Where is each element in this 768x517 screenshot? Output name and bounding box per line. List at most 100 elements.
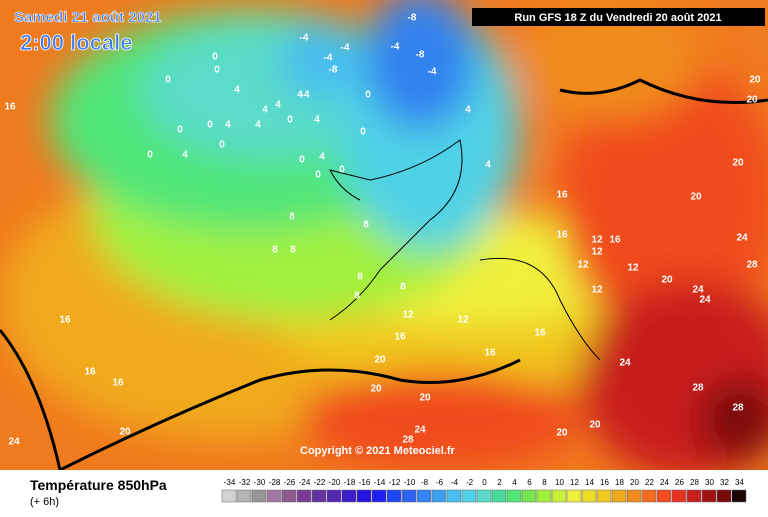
color-swatch xyxy=(491,489,507,503)
contour-label: 12 xyxy=(577,260,589,271)
contour-label: 8 xyxy=(290,245,296,256)
contour-label: 8 xyxy=(400,282,406,293)
contour-label: 28 xyxy=(746,260,758,271)
copyright: Copyright © 2021 Meteociel.fr xyxy=(300,445,456,457)
contour-label: 24 xyxy=(736,233,748,244)
contour-label: 12 xyxy=(591,285,603,296)
contour-label: 0 xyxy=(299,155,305,166)
scale-label: 34 xyxy=(735,478,744,487)
color-swatch xyxy=(566,489,582,503)
contour-label: 16 xyxy=(112,378,124,389)
scale-label: -34 xyxy=(224,478,236,487)
scale-label: 14 xyxy=(585,478,594,487)
date: Samedi 21 août 2021 xyxy=(14,9,162,26)
scale-label: -18 xyxy=(344,478,356,487)
color-swatch xyxy=(701,489,717,503)
contour-label: 24 xyxy=(8,437,20,448)
contour-label: -8 xyxy=(329,65,338,76)
contour-label: 16 xyxy=(59,315,71,326)
scale-label: 0 xyxy=(482,478,487,487)
color-swatch xyxy=(686,489,702,503)
contour-label: 4 xyxy=(319,152,325,163)
scale-label: 12 xyxy=(570,478,579,487)
scale-label: -8 xyxy=(421,478,429,487)
color-swatch xyxy=(446,489,462,503)
color-swatch xyxy=(731,489,747,503)
contour-label: 4 xyxy=(262,105,268,116)
color-swatch xyxy=(476,489,492,503)
time: 2:00 locale xyxy=(20,30,133,55)
contour-label: 4 xyxy=(465,105,471,116)
contour-label: -4 xyxy=(324,53,333,64)
contour-label: 16 xyxy=(556,190,568,201)
run-box xyxy=(472,8,765,26)
contour-label: 0 xyxy=(147,150,153,161)
scale-label: -20 xyxy=(329,478,341,487)
color-swatch xyxy=(341,489,357,503)
color-swatch xyxy=(611,489,627,503)
contour-label: 20 xyxy=(746,95,758,106)
contour-label: 0 xyxy=(214,65,220,76)
color-swatch xyxy=(581,489,597,503)
contour-label: 0 xyxy=(212,52,218,63)
color-swatch xyxy=(626,489,642,503)
contour-label: 12 xyxy=(591,235,603,246)
color-swatch xyxy=(221,489,237,503)
contour-label: 12 xyxy=(627,263,639,274)
color-swatch xyxy=(401,489,417,503)
contour-label: 8 xyxy=(354,291,360,302)
contour-label: 20 xyxy=(661,275,673,286)
scale-label: 2 xyxy=(497,478,502,487)
color-swatch xyxy=(356,489,372,503)
contour-label: -8 xyxy=(416,50,425,61)
contour-label: 8 xyxy=(289,212,295,223)
contour-label: 20 xyxy=(732,158,744,169)
contour-label: 20 xyxy=(749,75,761,86)
color-swatch xyxy=(296,489,312,503)
run-info: Run GFS 18 Z du Vendredi 20 août 2021 xyxy=(514,12,721,24)
color-swatch xyxy=(461,489,477,503)
contour-label: 24 xyxy=(699,295,711,306)
contour-label: 4 xyxy=(225,120,231,131)
contour-label: 0 xyxy=(219,140,225,151)
scale-label: 28 xyxy=(690,478,699,487)
contour-label: 16 xyxy=(556,230,568,241)
scale-label: -2 xyxy=(466,478,474,487)
color-swatch xyxy=(281,489,297,503)
scale-label: 22 xyxy=(645,478,654,487)
scale-label: -6 xyxy=(436,478,444,487)
contour-label: 24 xyxy=(619,358,631,369)
contour-label: 12 xyxy=(457,315,469,326)
contour-label: 16 xyxy=(534,328,546,339)
scale-label: 24 xyxy=(660,478,669,487)
color-swatch xyxy=(596,489,612,503)
contour-label: 4 xyxy=(275,100,281,111)
contour-label: 16 xyxy=(484,348,496,359)
contour-label: 20 xyxy=(370,384,382,395)
contour-label: 4 xyxy=(234,85,240,96)
contour-label: 0 xyxy=(177,125,183,136)
scale-label: 32 xyxy=(720,478,729,487)
contour-label: 16 xyxy=(4,102,16,113)
contour-label: 0 xyxy=(339,165,345,176)
scale-label: -22 xyxy=(314,478,326,487)
color-swatch xyxy=(251,489,267,503)
scale-label: 30 xyxy=(705,478,714,487)
contour-label: 8 xyxy=(357,272,363,283)
contour-label: 4 xyxy=(297,90,303,101)
contour-label: 12 xyxy=(402,310,414,321)
color-swatch xyxy=(521,489,537,503)
contour-label: 16 xyxy=(609,235,621,246)
contour-label: 4 xyxy=(314,115,320,126)
contour-label: 8 xyxy=(272,245,278,256)
color-swatch xyxy=(311,489,327,503)
contour-label: 12 xyxy=(591,247,603,258)
contour-label: -4 xyxy=(341,43,350,54)
contour-label: 0 xyxy=(287,115,293,126)
legend-title: Température 850hPa xyxy=(30,477,167,493)
scale-label: -4 xyxy=(451,478,459,487)
contour-label: 20 xyxy=(374,355,386,366)
contour-label: 20 xyxy=(119,427,131,438)
